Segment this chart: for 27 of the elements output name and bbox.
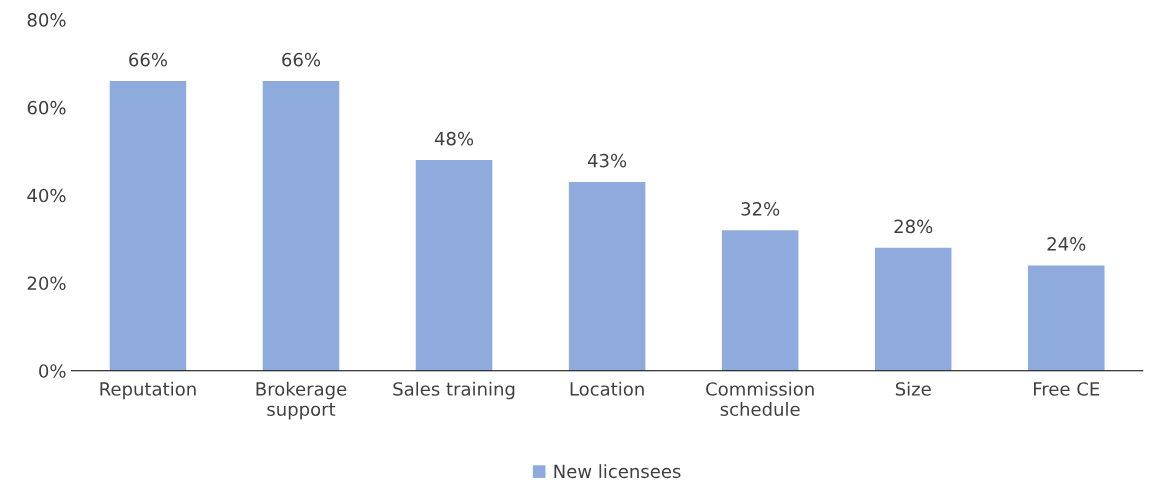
y-tick-label: 60% [27,100,66,115]
data-label: 48% [434,131,474,146]
x-tick-label: Reputation [100,381,196,400]
x-tick-label: Brokerage support [256,381,347,420]
data-label: 43% [587,153,627,168]
data-label: 28% [894,219,933,234]
y-tick-label: 40% [27,188,66,203]
y-tick-label: 0% [39,364,66,378]
x-tick-label: Free CE [1034,382,1100,396]
x-tick-label: Commission schedule [706,381,814,417]
bar [262,81,340,371]
legend-label: New licensees [554,464,681,479]
data-label: 66% [282,52,321,67]
bar [874,247,952,371]
bar [1028,265,1105,371]
bar [415,160,493,371]
data-label: 66% [129,52,168,67]
y-tick-label: 80% [27,13,66,27]
bar [568,182,646,371]
data-label: 32% [741,202,780,216]
y-tick-label: 20% [27,276,66,291]
bar [721,230,799,371]
x-tick-label: Location [570,381,644,396]
bar [109,81,187,371]
x-tick-label: Size [895,381,931,396]
x-tick-label: Sales training [393,381,515,400]
data-label: 24% [1047,237,1086,251]
